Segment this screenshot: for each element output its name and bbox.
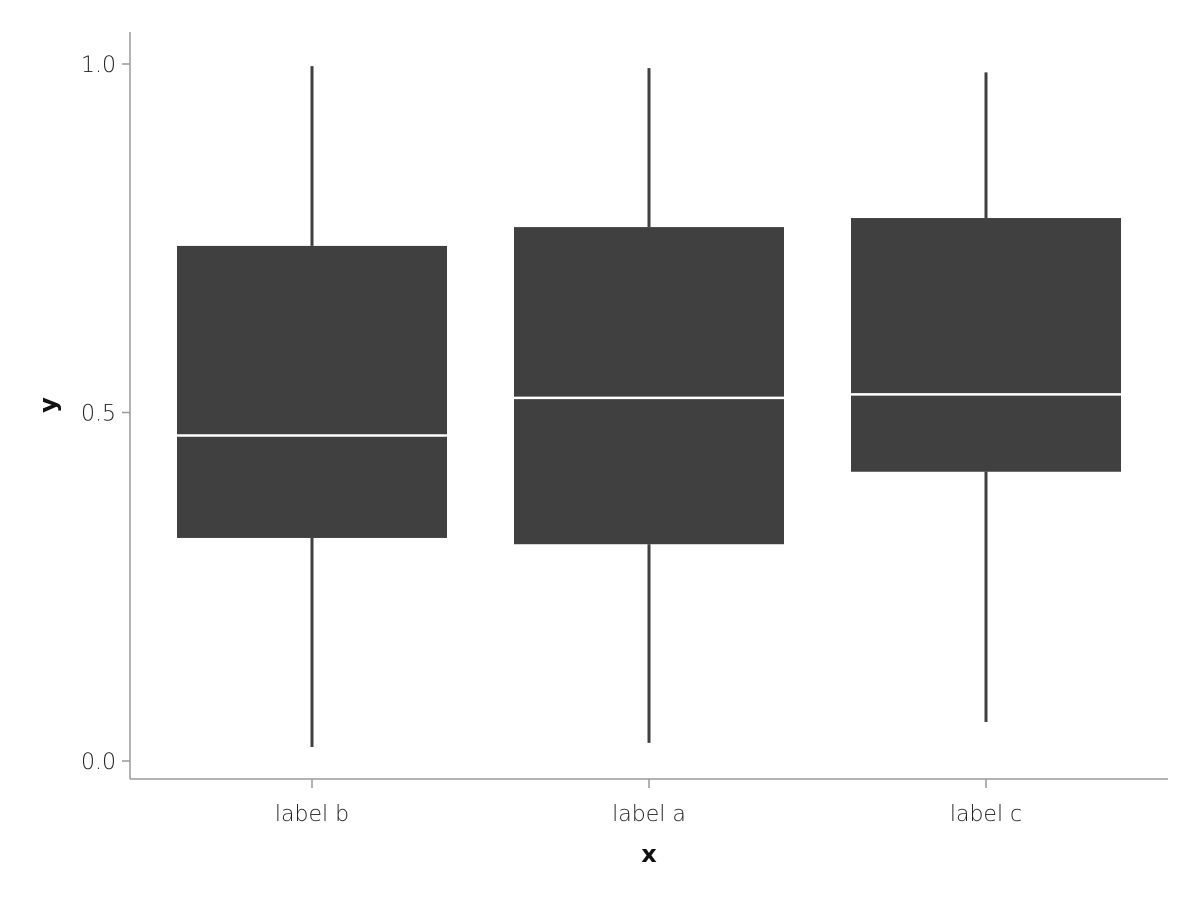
iqr-box bbox=[177, 245, 447, 538]
x-tick-label: label b bbox=[275, 802, 349, 827]
box-label-c bbox=[851, 72, 1121, 722]
y-tick-label: 1.0 bbox=[81, 53, 116, 78]
x-tick-label: label c bbox=[950, 802, 1022, 827]
axes: 0.0 0.5 1.0 label b label a label c bbox=[81, 32, 1168, 827]
iqr-box bbox=[514, 227, 784, 545]
plot-area bbox=[177, 66, 1121, 748]
x-tick-label: label a bbox=[612, 802, 686, 827]
y-tick-label: 0.0 bbox=[81, 750, 116, 775]
x-axis-title: x bbox=[641, 840, 657, 868]
box-label-a bbox=[514, 68, 784, 743]
iqr-box bbox=[851, 218, 1121, 472]
box-label-b bbox=[177, 66, 447, 748]
y-axis-title: y bbox=[34, 397, 62, 413]
y-tick-label: 0.5 bbox=[81, 402, 116, 427]
